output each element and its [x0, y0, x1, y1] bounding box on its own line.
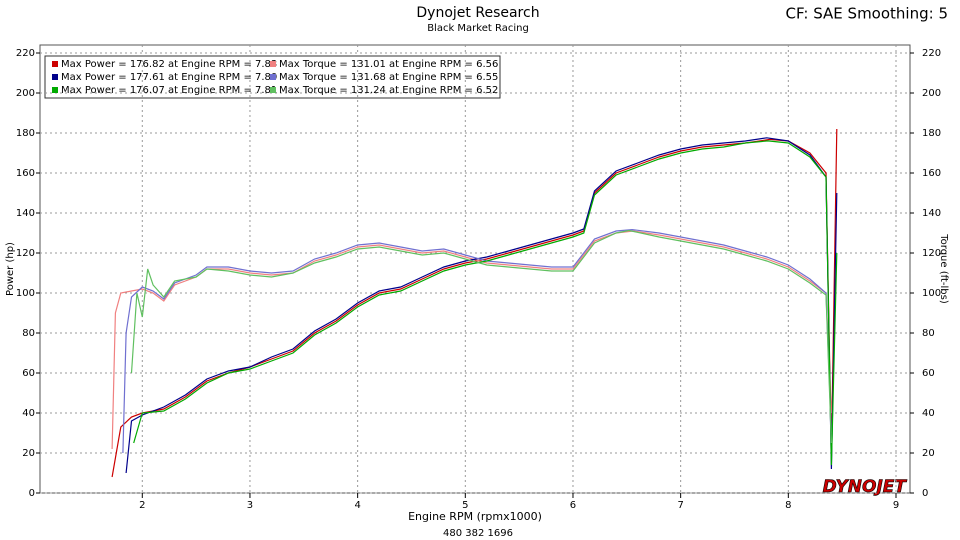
footer: 480 382 1696 [443, 528, 513, 539]
x-tick-label: 8 [785, 500, 791, 511]
y-tick-label: 40 [22, 408, 35, 419]
y2-tick-label: 80 [922, 328, 935, 339]
y2-tick-label: 140 [922, 208, 941, 219]
legend-label: Max Power = 176.82 at Engine RPM = 7.83 [61, 59, 277, 70]
x-tick-label: 4 [354, 500, 360, 511]
y2-tick-label: 60 [922, 368, 935, 379]
chart-subtitle: Black Market Racing [427, 23, 529, 34]
legend-label: Max Torque = 131.01 at Engine RPM = 6.56 [279, 59, 498, 70]
annotation: CF: SAE Smoothing: 5 [785, 5, 948, 23]
legend-label: Max Power = 177.61 at Engine RPM = 7.80 [61, 72, 277, 83]
y-tick-label: 100 [16, 288, 35, 299]
y-tick-label: 200 [16, 88, 35, 99]
y2-tick-label: 200 [922, 88, 941, 99]
legend-swatch [270, 87, 276, 93]
series-line [125, 137, 838, 474]
y-tick-label: 140 [16, 208, 35, 219]
y2-tick-label: 180 [922, 128, 941, 139]
y2-axis-label: Torque (ft-lbs) [938, 233, 949, 304]
y-axis-label: Power (hp) [5, 242, 16, 296]
x-axis-label: Engine RPM (rpmx1000) [408, 510, 542, 523]
x-tick-label: 6 [570, 500, 576, 511]
x-tick-label: 5 [462, 500, 468, 511]
legend-label: Max Torque = 131.68 at Engine RPM = 6.55 [279, 72, 498, 83]
series-line [111, 230, 832, 450]
legend-label: Max Power = 176.07 at Engine RPM = 7.81 [61, 85, 277, 96]
y-tick-label: 80 [22, 328, 35, 339]
y-tick-label: 180 [16, 128, 35, 139]
x-tick-label: 2 [139, 500, 145, 511]
y2-tick-label: 160 [922, 168, 941, 179]
plot-area [39, 44, 911, 494]
x-tick-label: 7 [677, 500, 683, 511]
y2-tick-label: 0 [922, 488, 928, 499]
y2-tick-label: 120 [922, 248, 941, 259]
chart-title: Dynojet Research [416, 5, 539, 21]
legend-label: Max Torque = 131.24 at Engine RPM = 6.52 [279, 85, 498, 96]
series-line [111, 128, 838, 478]
legend-swatch [270, 61, 276, 67]
series-line [122, 228, 832, 454]
y-tick-label: 0 [29, 488, 35, 499]
x-tick-label: 9 [893, 500, 899, 511]
y2-tick-label: 220 [922, 48, 941, 59]
legend-swatch [270, 74, 276, 80]
series-line [133, 140, 838, 466]
logo: DYNOJET [823, 477, 908, 497]
y-tick-label: 160 [16, 168, 35, 179]
x-tick-label: 3 [247, 500, 253, 511]
y2-tick-label: 100 [922, 288, 941, 299]
y2-tick-label: 20 [922, 448, 935, 459]
legend-swatch [52, 74, 58, 80]
series-line [130, 229, 832, 444]
y-tick-label: 120 [16, 248, 35, 259]
legend-swatch [52, 61, 58, 67]
y-tick-label: 60 [22, 368, 35, 379]
legend-swatch [52, 87, 58, 93]
y-tick-label: 20 [22, 448, 35, 459]
y2-tick-label: 40 [922, 408, 935, 419]
y-tick-label: 220 [16, 48, 35, 59]
